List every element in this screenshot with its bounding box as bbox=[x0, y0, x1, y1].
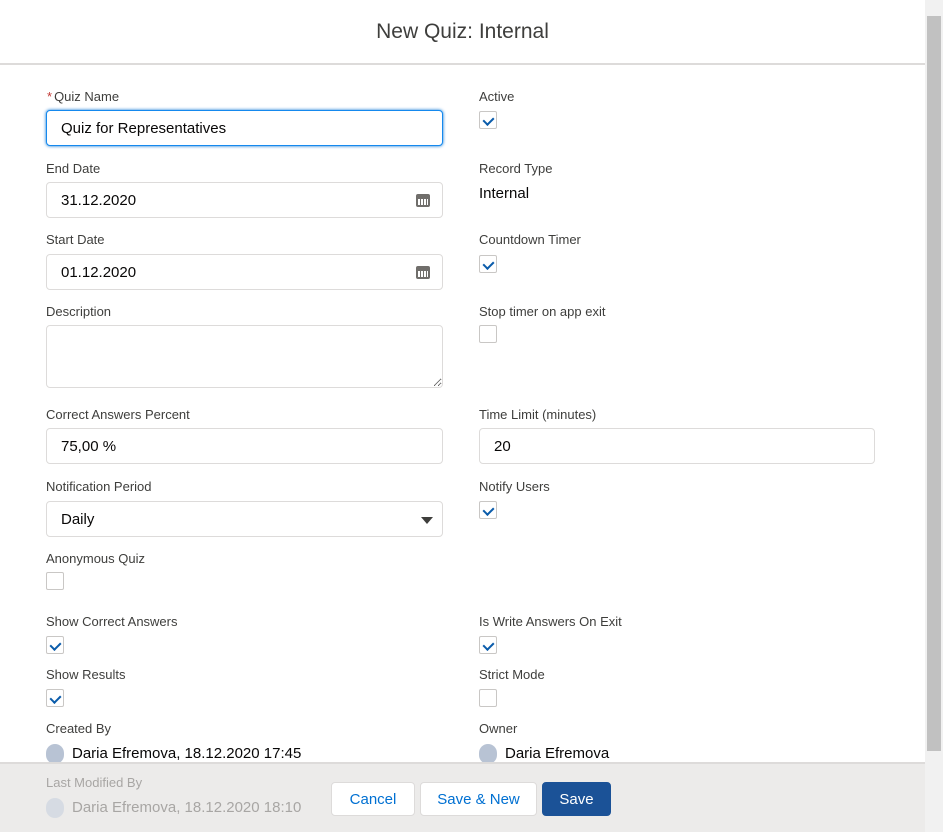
calendar-icon[interactable] bbox=[416, 266, 430, 279]
time-limit-label: Time Limit (minutes) bbox=[479, 407, 597, 422]
write-on-exit-checkbox[interactable] bbox=[479, 636, 497, 654]
notification-period-label: Notification Period bbox=[46, 479, 152, 494]
notify-users-checkbox[interactable] bbox=[479, 501, 497, 519]
required-marker: * bbox=[47, 89, 53, 104]
select-value: Daily bbox=[61, 510, 95, 528]
active-label: Active bbox=[479, 89, 515, 104]
description-label: Description bbox=[46, 304, 112, 319]
avatar bbox=[46, 744, 64, 764]
active-checkbox[interactable] bbox=[479, 111, 497, 129]
value-text[interactable]: Daria Efremova, 18.12.2020 17:45 bbox=[72, 744, 302, 762]
save-button[interactable]: Save bbox=[542, 782, 611, 816]
input-value: 31.12.2020 bbox=[61, 191, 137, 209]
owner-label: Owner bbox=[479, 721, 518, 736]
input-value: Quiz for Representatives bbox=[61, 119, 227, 137]
owner-value: Daria Efremova bbox=[479, 744, 609, 764]
scrollbar[interactable] bbox=[925, 0, 943, 832]
last-modified-label: Last Modified By bbox=[46, 775, 143, 790]
created-by-label: Created By bbox=[46, 721, 112, 736]
anonymous-checkbox[interactable] bbox=[46, 572, 64, 590]
strict-mode-checkbox[interactable] bbox=[479, 689, 497, 707]
caret-down-icon bbox=[421, 517, 433, 524]
end-date-input[interactable]: 31.12.2020 bbox=[46, 182, 443, 218]
quiz-name-label: * Quiz Name bbox=[47, 89, 119, 104]
save-and-new-button[interactable]: Save & New bbox=[420, 782, 537, 816]
label-text: Quiz Name bbox=[54, 89, 120, 104]
show-results-label: Show Results bbox=[46, 667, 126, 682]
show-correct-checkbox[interactable] bbox=[46, 636, 64, 654]
input-value: 75,00 % bbox=[61, 437, 117, 455]
notify-users-label: Notify Users bbox=[479, 479, 550, 494]
write-on-exit-label: Is Write Answers On Exit bbox=[479, 614, 622, 629]
start-date-label: Start Date bbox=[46, 232, 105, 247]
avatar bbox=[479, 744, 497, 764]
modal-title: New Quiz: Internal bbox=[376, 19, 549, 43]
notification-period-select[interactable]: Daily bbox=[46, 501, 443, 537]
last-modified-value: Daria Efremova, 18.12.2020 18:10 bbox=[46, 798, 301, 818]
quiz-name-input[interactable]: Quiz for Representatives bbox=[46, 110, 443, 146]
strict-mode-label: Strict Mode bbox=[479, 667, 545, 682]
anonymous-label: Anonymous Quiz bbox=[46, 551, 145, 566]
cancel-button[interactable]: Cancel bbox=[331, 782, 415, 816]
countdown-timer-checkbox[interactable] bbox=[479, 255, 497, 273]
correct-percent-input[interactable]: 75,00 % bbox=[46, 428, 443, 464]
modal-header: New Quiz: Internal bbox=[0, 0, 925, 65]
show-results-checkbox[interactable] bbox=[46, 689, 64, 707]
time-limit-input[interactable]: 20 bbox=[479, 428, 875, 464]
end-date-label: End Date bbox=[46, 161, 101, 176]
correct-percent-label: Correct Answers Percent bbox=[46, 407, 190, 422]
countdown-timer-label: Countdown Timer bbox=[479, 232, 581, 247]
calendar-icon[interactable] bbox=[416, 194, 430, 207]
avatar bbox=[46, 798, 64, 818]
input-value: 01.12.2020 bbox=[61, 263, 137, 281]
created-by-value: Daria Efremova, 18.12.2020 17:45 bbox=[46, 744, 301, 764]
show-correct-label: Show Correct Answers bbox=[46, 614, 178, 629]
input-value: 20 bbox=[494, 437, 511, 455]
stop-timer-label: Stop timer on app exit bbox=[479, 304, 606, 319]
value-text: Daria Efremova, 18.12.2020 18:10 bbox=[72, 798, 302, 816]
record-type-label: Record Type bbox=[479, 161, 553, 176]
scrollbar-thumb[interactable] bbox=[927, 16, 941, 751]
description-textarea[interactable] bbox=[46, 325, 443, 388]
stop-timer-checkbox[interactable] bbox=[479, 325, 497, 343]
start-date-input[interactable]: 01.12.2020 bbox=[46, 254, 443, 290]
value-text[interactable]: Daria Efremova bbox=[505, 744, 610, 762]
record-type-value: Internal bbox=[479, 185, 530, 202]
